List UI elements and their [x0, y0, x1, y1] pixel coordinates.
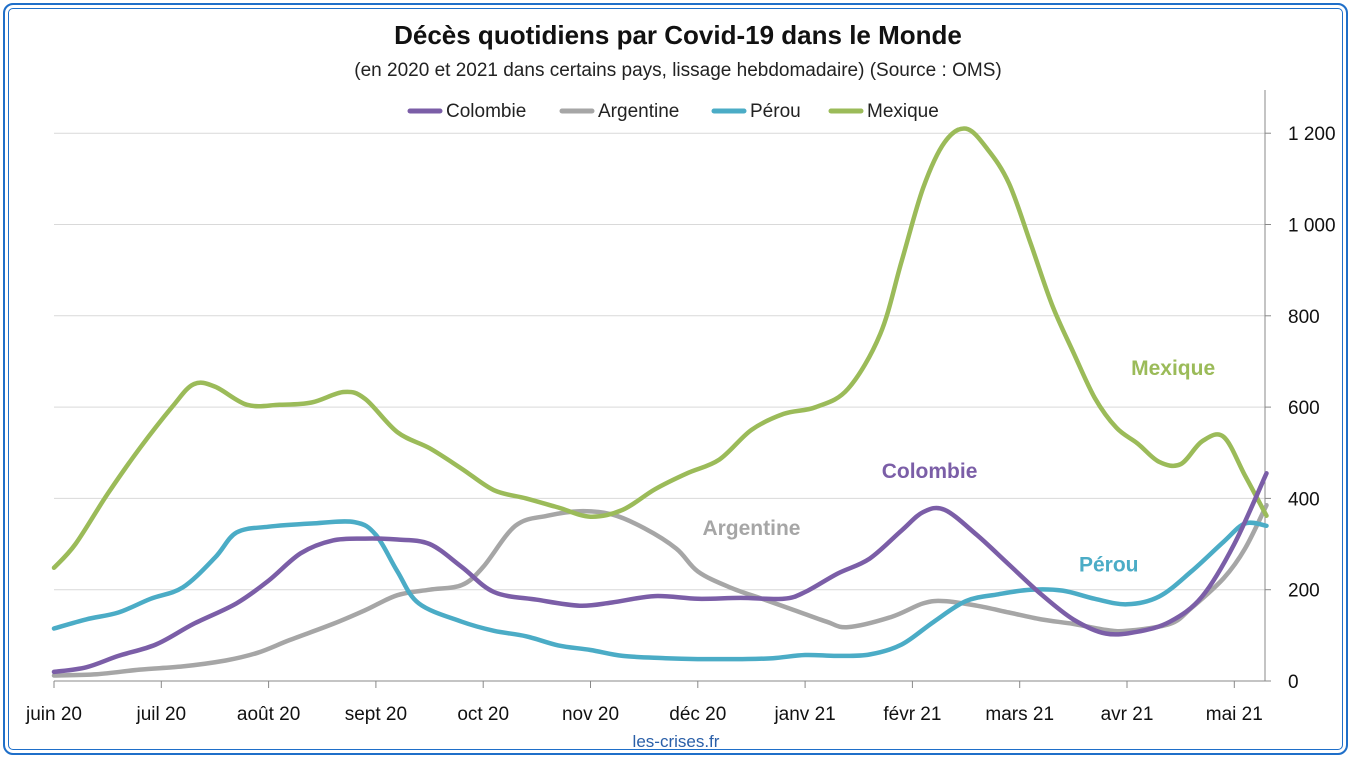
x-tick-label: janv 21 — [773, 704, 835, 725]
y-tick-label: 0 — [1288, 672, 1299, 693]
x-tick-label: mai 21 — [1206, 704, 1263, 725]
chart-subtitle: (en 2020 et 2021 dans certains pays, lis… — [354, 60, 1001, 81]
y-tick-label: 400 — [1288, 489, 1320, 510]
annotation-label: Colombie — [882, 460, 978, 483]
legend-label: Argentine — [598, 101, 679, 122]
source-note: les-crises.fr — [633, 732, 720, 751]
x-tick-label: juil 20 — [135, 704, 186, 725]
series-line-perou — [51, 519, 1269, 662]
x-tick-label: déc 20 — [669, 704, 726, 725]
annotation-label: Pérou — [1079, 553, 1139, 576]
legend: Colombie Argentine Pérou Mexique — [407, 101, 939, 122]
x-tick-label: sept 20 — [345, 704, 407, 725]
series-line-colombie — [51, 471, 1269, 675]
series-lines — [51, 126, 1269, 678]
x-tick-label: nov 20 — [562, 704, 619, 725]
y-tick-label: 600 — [1288, 398, 1320, 419]
x-tick-label: oct 20 — [457, 704, 509, 725]
x-tick-label: août 20 — [237, 704, 300, 725]
y-tick-label: 800 — [1288, 307, 1320, 328]
chart-frame — [3, 3, 1348, 755]
legend-label: Colombie — [446, 101, 526, 122]
y-tick-label: 200 — [1288, 581, 1320, 602]
x-tick-label: avr 21 — [1101, 704, 1154, 725]
legend-label: Pérou — [750, 101, 801, 122]
y-tick-label: 1 000 — [1288, 216, 1336, 237]
series-annotations: Colombie Argentine Pérou Mexique — [702, 357, 1215, 576]
x-tick-label: mars 21 — [985, 704, 1054, 725]
axes: 0 200 400 600 800 1 000 1 200 juin 20 juil 20 aoû… — [25, 90, 1336, 725]
series-line-mexique — [51, 126, 1269, 571]
x-tick-label: févr 21 — [883, 704, 941, 725]
gridlines — [54, 132, 1265, 591]
series-line-argentine — [51, 502, 1269, 678]
chart-title: Décès quotidiens par Covid-19 dans le Mo… — [394, 20, 962, 50]
annotation-label: Mexique — [1131, 357, 1215, 380]
x-tick-label: juin 20 — [25, 704, 82, 725]
annotation-label: Argentine — [702, 517, 800, 540]
legend-label: Mexique — [867, 101, 939, 122]
y-tick-label: 1 200 — [1288, 124, 1336, 145]
